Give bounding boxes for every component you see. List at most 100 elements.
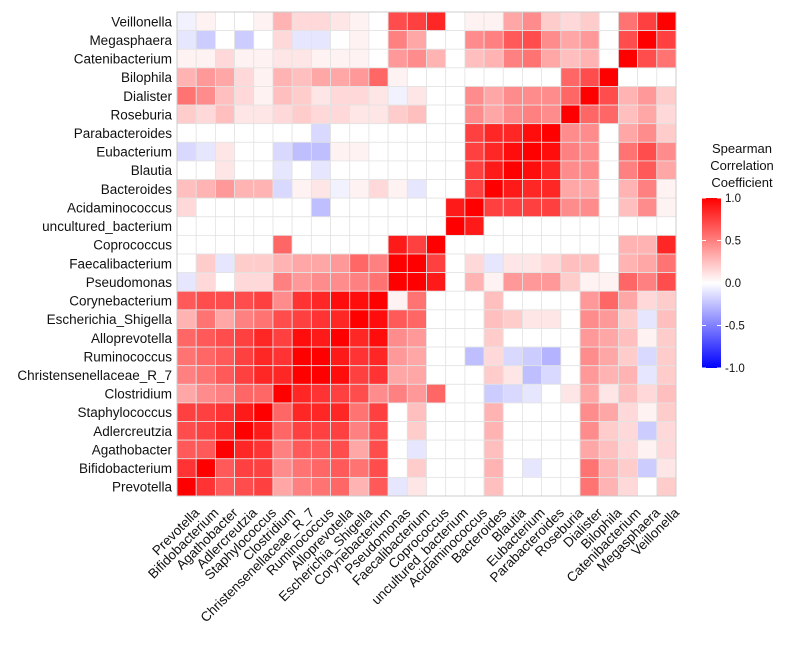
heatmap-cell-Adlercreutzia-Blautia bbox=[502, 421, 523, 441]
heatmap-cell-Parabacteroides-Ruminococcus bbox=[310, 123, 331, 143]
heatmap-cell-Roseburia-Staphylococcus bbox=[253, 104, 274, 125]
heatmap-cell-Clostridium-Eubacterium bbox=[522, 383, 543, 404]
heatmap-cell-uncultured_bacterium-Ruminococcus bbox=[310, 216, 331, 236]
heatmap-cell-Bilophila-uncultured_bacterium bbox=[445, 67, 466, 87]
heatmap-cell-Bifidobacterium-Blautia bbox=[502, 458, 523, 478]
heatmap-cell-uncultured_bacterium-Bacteroides bbox=[483, 216, 504, 236]
heatmap-cell-Parabacteroides-Veillonella bbox=[656, 123, 677, 143]
heatmap-cell-Clostridium-Veillonella bbox=[656, 383, 677, 404]
heatmap-cell-Eubacterium-uncultured_bacterium bbox=[445, 141, 466, 162]
heatmap-cell-Faecalibacterium-Veillonella bbox=[656, 253, 677, 274]
heatmap-cell-Escherichia_Shigella-Bacteroides bbox=[483, 309, 504, 329]
heatmap-cell-Agathobacter-Blautia bbox=[502, 439, 523, 460]
heatmap-cell-Bacteroides-Acidaminococcus bbox=[464, 179, 485, 199]
heatmap-cell-Coprococcus-Catenibacterium bbox=[618, 234, 639, 255]
heatmap-cell-Corynebacterium-Bilophila bbox=[598, 290, 619, 311]
heatmap-cell-Staphylococcus-Adlercreutzia bbox=[234, 402, 255, 422]
heatmap-cell-Bifidobacterium-Dialister bbox=[579, 458, 600, 478]
heatmap-cell-Blautia-Corynebacterium bbox=[368, 160, 389, 180]
heatmap-cell-Agathobacter-Prevotella bbox=[176, 439, 197, 460]
heatmap-cell-Adlercreutzia-Pseudomonas bbox=[387, 421, 408, 441]
heatmap-cell-Coprococcus-Coprococcus bbox=[426, 234, 447, 255]
heatmap-cell-Bilophila-Pseudomonas bbox=[387, 67, 408, 87]
heatmap-cell-Pseudomonas-Christensenellaceae_R_7 bbox=[291, 272, 312, 292]
heatmap-cell-Catenibacterium-Bifidobacterium bbox=[195, 48, 216, 69]
y-tick-label-Parabacteroides: Parabacteroides bbox=[74, 126, 173, 141]
heatmap-cell-Prevotella-Catenibacterium bbox=[618, 476, 639, 497]
heatmap-cell-Megasphaera-Adlercreutzia bbox=[234, 30, 255, 50]
y-tick-label-uncultured_bacterium: uncultured_bacterium bbox=[42, 219, 172, 234]
heatmap-cell-Catenibacterium-Alloprevotella bbox=[330, 48, 351, 69]
heatmap-cell-Prevotella-Roseburia bbox=[560, 476, 581, 497]
heatmap-cell-Prevotella-Bifidobacterium bbox=[195, 476, 216, 497]
heatmap-cell-Eubacterium-Faecalibacterium bbox=[406, 141, 427, 162]
heatmap-cell-Escherichia_Shigella-Roseburia bbox=[560, 309, 581, 329]
heatmap-cell-Dialister-Blautia bbox=[502, 86, 523, 106]
heatmap-cell-Corynebacterium-Clostridium bbox=[272, 290, 293, 311]
heatmap-cell-Adlercreutzia-Alloprevotella bbox=[330, 421, 351, 441]
heatmap-cell-Alloprevotella-Coprococcus bbox=[426, 328, 447, 348]
heatmap-cell-Bacteroides-Parabacteroides bbox=[541, 179, 562, 199]
heatmap-cell-Christensenellaceae_R_7-Megasphaera bbox=[637, 365, 658, 385]
heatmap-cell-Escherichia_Shigella-Alloprevotella bbox=[330, 309, 351, 329]
heatmap-cell-Eubacterium-Acidaminococcus bbox=[464, 141, 485, 162]
heatmap-cell-Prevotella-Dialister bbox=[579, 476, 600, 497]
heatmap-cell-Clostridium-Prevotella bbox=[176, 383, 197, 404]
heatmap-cell-Dialister-Prevotella bbox=[176, 86, 197, 106]
heatmap-cell-Parabacteroides-Escherichia_Shigella bbox=[349, 123, 370, 143]
heatmap-cell-Faecalibacterium-Blautia bbox=[502, 253, 523, 274]
heatmap-cell-Christensenellaceae_R_7-uncultured_bacterium bbox=[445, 365, 466, 385]
heatmap-cell-Corynebacterium-Bifidobacterium bbox=[195, 290, 216, 311]
heatmap-cell-Veillonella-Adlercreutzia bbox=[234, 11, 255, 32]
heatmap-cell-Agathobacter-Bilophila bbox=[598, 439, 619, 460]
legend-title-line-1: Spearman bbox=[712, 141, 772, 156]
heatmap-cell-Veillonella-Eubacterium bbox=[522, 11, 543, 32]
heatmap-cell-Eubacterium-Clostridium bbox=[272, 141, 293, 162]
heatmap-cell-Blautia-Veillonella bbox=[656, 160, 677, 180]
heatmap-cell-uncultured_bacterium-Escherichia_Shigella bbox=[349, 216, 370, 236]
heatmap-cell-Eubacterium-Prevotella bbox=[176, 141, 197, 162]
heatmap-cell-Parabacteroides-Alloprevotella bbox=[330, 123, 351, 143]
y-tick-label-Roseburia: Roseburia bbox=[110, 107, 172, 122]
heatmap-cell-Bacteroides-Corynebacterium bbox=[368, 179, 389, 199]
heatmap-cell-Ruminococcus-Bilophila bbox=[598, 346, 619, 367]
heatmap-cell-Escherichia_Shigella-Acidaminococcus bbox=[464, 309, 485, 329]
heatmap-cell-Faecalibacterium-Clostridium bbox=[272, 253, 293, 274]
heatmap-cell-Escherichia_Shigella-Parabacteroides bbox=[541, 309, 562, 329]
y-tick-label-Adlercreutzia: Adlercreutzia bbox=[93, 424, 172, 439]
heatmap-cell-Bifidobacterium-Faecalibacterium bbox=[406, 458, 427, 478]
heatmap-cell-Corynebacterium-Dialister bbox=[579, 290, 600, 311]
heatmap-cell-Adlercreutzia-Bacteroides bbox=[483, 421, 504, 441]
heatmap-cell-Agathobacter-Agathobacter bbox=[214, 439, 235, 460]
heatmap-cell-Coprococcus-Prevotella bbox=[176, 234, 197, 255]
heatmap-cell-Corynebacterium-Bacteroides bbox=[483, 290, 504, 311]
heatmap-cell-Coprococcus-Roseburia bbox=[560, 234, 581, 255]
heatmap-cell-Bilophila-Corynebacterium bbox=[368, 67, 389, 87]
heatmap-cell-Corynebacterium-Eubacterium bbox=[522, 290, 543, 311]
heatmap-cell-Megasphaera-Roseburia bbox=[560, 30, 581, 50]
heatmap-cell-Catenibacterium-Catenibacterium bbox=[618, 48, 639, 69]
heatmap-cell-Staphylococcus-Escherichia_Shigella bbox=[349, 402, 370, 422]
heatmap-cell-Pseudomonas-Coprococcus bbox=[426, 272, 447, 292]
heatmap-cell-Bifidobacterium-Coprococcus bbox=[426, 458, 447, 478]
heatmap-cell-Pseudomonas-Pseudomonas bbox=[387, 272, 408, 292]
heatmap-cell-Pseudomonas-Agathobacter bbox=[214, 272, 235, 292]
heatmap-cell-uncultured_bacterium-Christensenellaceae_R_7 bbox=[291, 216, 312, 236]
heatmap-cell-Faecalibacterium-Coprococcus bbox=[426, 253, 447, 274]
heatmap-cell-Christensenellaceae_R_7-Acidaminococcus bbox=[464, 365, 485, 385]
heatmap-cell-uncultured_bacterium-Acidaminococcus bbox=[464, 216, 485, 236]
heatmap-cell-Bilophila-Faecalibacterium bbox=[406, 67, 427, 87]
heatmap-cell-Parabacteroides-Dialister bbox=[579, 123, 600, 143]
heatmap-cell-Adlercreutzia-Escherichia_Shigella bbox=[349, 421, 370, 441]
heatmap-cell-Catenibacterium-Clostridium bbox=[272, 48, 293, 69]
heatmap-cell-Catenibacterium-Dialister bbox=[579, 48, 600, 69]
heatmap-cell-Dialister-Parabacteroides bbox=[541, 86, 562, 106]
heatmap-cell-Escherichia_Shigella-Eubacterium bbox=[522, 309, 543, 329]
heatmap-cell-Clostridium-Clostridium bbox=[272, 383, 293, 404]
heatmap-cell-Eubacterium-Megasphaera bbox=[637, 141, 658, 162]
heatmap-cell-Ruminococcus-Faecalibacterium bbox=[406, 346, 427, 367]
heatmap-cell-Coprococcus-Bacteroides bbox=[483, 234, 504, 255]
heatmap-cell-Adlercreutzia-Adlercreutzia bbox=[234, 421, 255, 441]
heatmap-cell-Catenibacterium-Acidaminococcus bbox=[464, 48, 485, 69]
heatmap-cell-uncultured_bacterium-Adlercreutzia bbox=[234, 216, 255, 236]
